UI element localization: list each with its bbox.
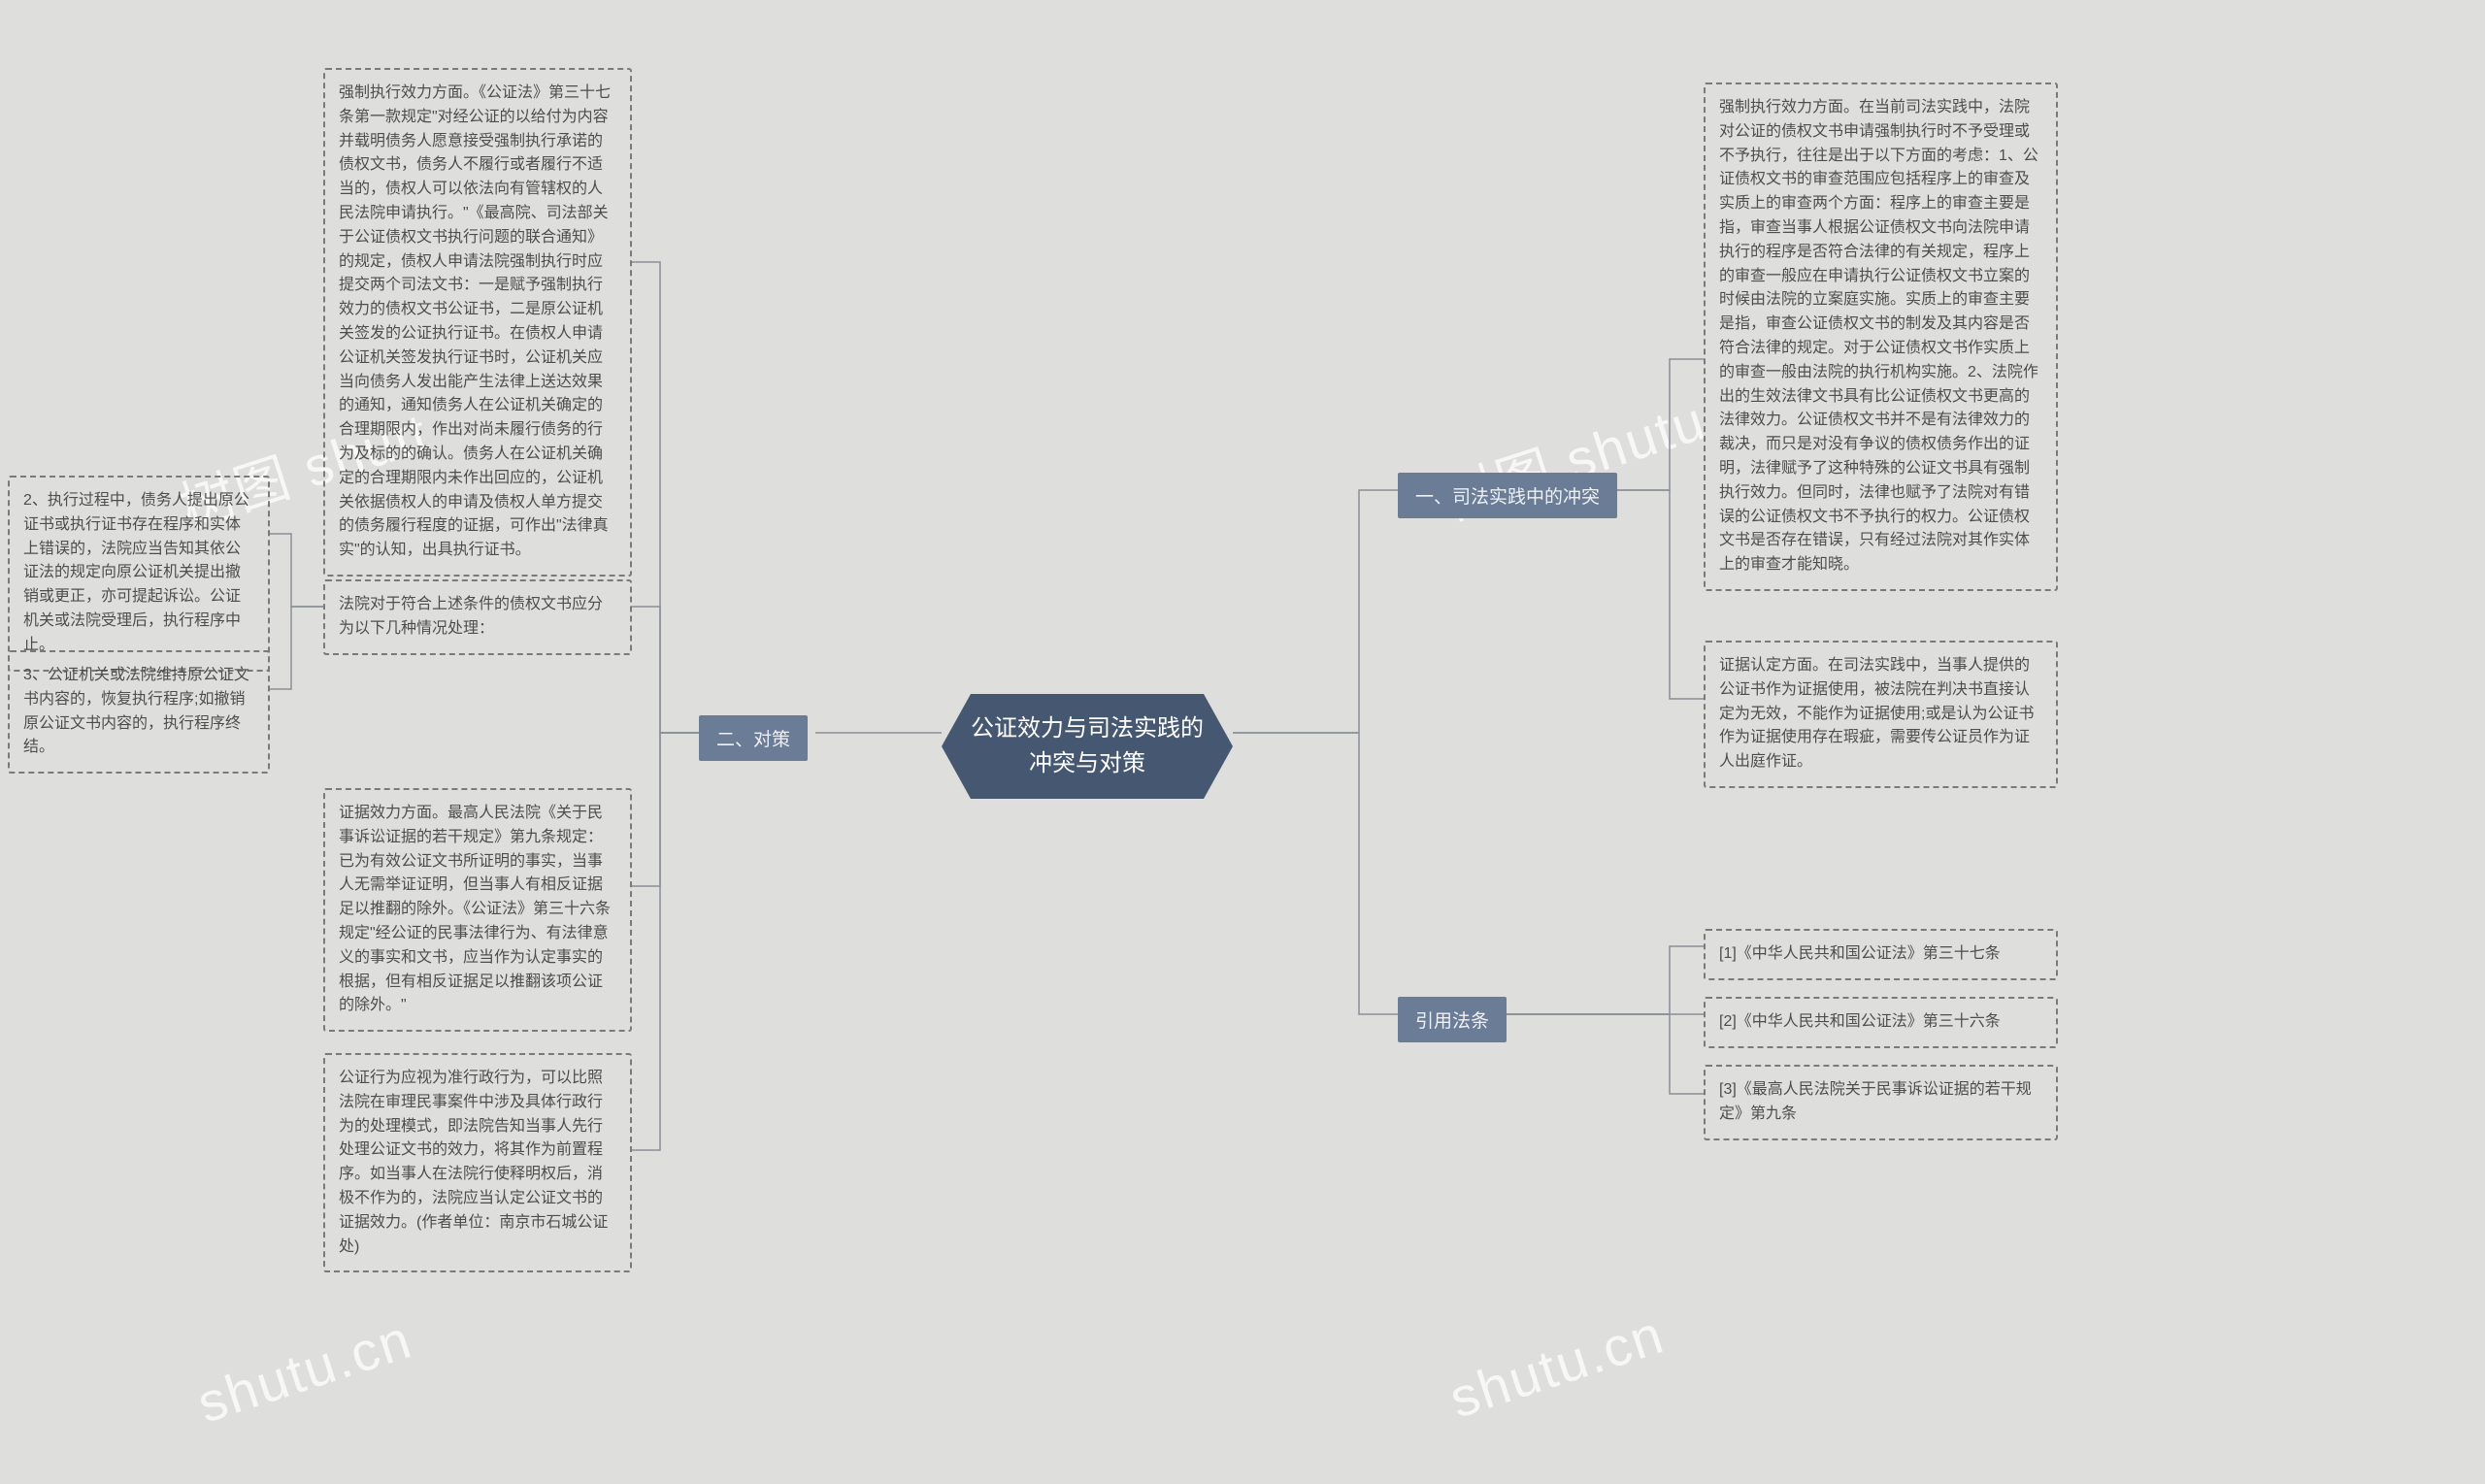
- leaf-case-3: 3、公证机关或法院维持原公证文书内容的，恢复执行程序;如撤销原公证文书内容的，执…: [8, 650, 270, 774]
- leaf-text: 证据效力方面。最高人民法院《关于民事诉讼证据的若干规定》第九条规定：已为有效公证…: [339, 805, 611, 1013]
- leaf-conflict-enforce: 强制执行效力方面。在当前司法实践中，法院对公证的债权文书申请强制执行时不予受理或…: [1704, 82, 2058, 591]
- branch-conflict: 一、司法实践中的冲突: [1398, 473, 1617, 518]
- leaf-ref-1: [1]《中华人民共和国公证法》第三十七条: [1704, 929, 2058, 980]
- watermark: shutu.cn: [190, 1306, 420, 1435]
- leaf-ref-2: [2]《中华人民共和国公证法》第三十六条: [1704, 997, 2058, 1048]
- leaf-text: [2]《中华人民共和国公证法》第三十六条: [1719, 1013, 2001, 1030]
- central-topic: 公证效力与司法实践的冲突与对策: [942, 694, 1233, 799]
- leaf-strategy-quasi: 公证行为应视为准行政行为，可以比照法院在审理民事案件中涉及具体行政行为的处理模式…: [323, 1053, 632, 1272]
- leaf-ref-3: [3]《最高人民法院关于民事诉讼证据的若干规定》第九条: [1704, 1065, 2058, 1140]
- watermark: shutu.cn: [1442, 1302, 1673, 1430]
- branch-label: 引用法条: [1415, 1011, 1489, 1032]
- leaf-strategy-evidence: 证据效力方面。最高人民法院《关于民事诉讼证据的若干规定》第九条规定：已为有效公证…: [323, 788, 632, 1032]
- leaf-text: [3]《最高人民法院关于民事诉讼证据的若干规定》第九条: [1719, 1081, 2032, 1122]
- leaf-text: 2、执行过程中，债务人提出原公证书或执行证书存在程序和实体上错误的，法院应当告知…: [23, 492, 249, 653]
- leaf-text: 强制执行效力方面。在当前司法实践中，法院对公证的债权文书申请强制执行时不予受理或…: [1719, 99, 2038, 573]
- branch-label: 二、对策: [716, 730, 790, 750]
- leaf-text: 证据认定方面。在司法实践中，当事人提供的公证书作为证据使用，被法院在判决书直接认…: [1719, 657, 2034, 770]
- leaf-text: 公证行为应视为准行政行为，可以比照法院在审理民事案件中涉及具体行政行为的处理模式…: [339, 1070, 608, 1255]
- branch-label: 一、司法实践中的冲突: [1415, 487, 1600, 508]
- leaf-conflict-evidence: 证据认定方面。在司法实践中，当事人提供的公证书作为证据使用，被法院在判决书直接认…: [1704, 641, 2058, 788]
- branch-references: 引用法条: [1398, 997, 1507, 1042]
- leaf-strategy-enforce: 强制执行效力方面。《公证法》第三十七条第一款规定"对经公证的以给付为内容并载明债…: [323, 68, 632, 577]
- leaf-text: [1]《中华人民共和国公证法》第三十七条: [1719, 945, 2001, 962]
- leaf-case-2: 2、执行过程中，债务人提出原公证书或执行证书存在程序和实体上错误的，法院应当告知…: [8, 476, 270, 672]
- leaf-text: 强制执行效力方面。《公证法》第三十七条第一款规定"对经公证的以给付为内容并载明债…: [339, 84, 611, 558]
- leaf-strategy-cases: 法院对于符合上述条件的债权文书应分为以下几种情况处理：: [323, 579, 632, 655]
- central-title: 公证效力与司法实践的冲突与对策: [971, 715, 1204, 776]
- branch-strategy: 二、对策: [699, 715, 808, 761]
- leaf-text: 法院对于符合上述条件的债权文书应分为以下几种情况处理：: [339, 596, 603, 637]
- leaf-text: 3、公证机关或法院维持原公证文书内容的，恢复执行程序;如撤销原公证文书内容的，执…: [23, 667, 249, 755]
